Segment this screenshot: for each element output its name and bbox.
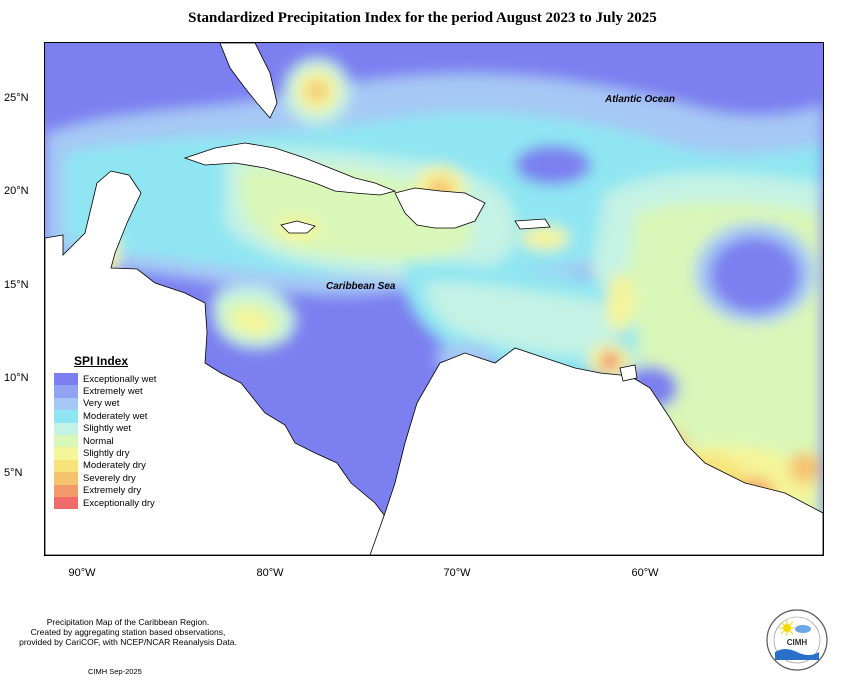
- legend-item: Moderately wet: [54, 410, 156, 423]
- legend-item: Slightly wet: [54, 422, 156, 435]
- legend-label: Severely dry: [83, 472, 136, 484]
- legend-swatch: [54, 373, 78, 386]
- lat-label-5n: 5°N: [4, 467, 23, 479]
- legend-item: Exceptionally dry: [54, 496, 156, 510]
- legend-label: Normal: [83, 435, 114, 447]
- legend-item: Exceptionally wet: [54, 373, 157, 386]
- legend-swatch: [54, 422, 78, 435]
- cimh-logo: CIMH: [765, 608, 829, 672]
- legend-item: Severely dry: [54, 472, 156, 485]
- legend-swatch: [54, 484, 78, 497]
- lat-label-25n: 25°N: [4, 92, 29, 104]
- lon-label-70w: 70°W: [443, 567, 471, 579]
- legend-item: Moderately dry: [54, 459, 156, 473]
- spi-map: [44, 42, 824, 556]
- legend-item: Normal: [54, 434, 156, 448]
- legend-swatch: [54, 397, 78, 411]
- legend-swatch: [54, 410, 78, 423]
- lon-label-60w: 60°W: [631, 567, 659, 579]
- lon-label-80w: 80°W: [256, 567, 284, 579]
- lat-label-15n: 15°N: [4, 279, 29, 291]
- legend-swatch: [54, 434, 78, 448]
- legend-item: Extremely wet: [54, 385, 156, 398]
- legend-label: Exceptionally wet: [83, 373, 157, 385]
- lat-label-10n: 10°N: [4, 372, 29, 384]
- legend-swatch: [54, 496, 78, 510]
- legend-label: Slightly wet: [83, 423, 132, 435]
- lat-label-20n: 20°N: [4, 185, 29, 197]
- footer-line-2: Created by aggregating station based obs…: [30, 627, 226, 637]
- legend-title: SPI Index: [74, 354, 129, 368]
- legend-swatch: [54, 385, 78, 398]
- footer-note: Precipitation Map of the Caribbean Regio…: [8, 617, 248, 647]
- footer-line-1: Precipitation Map of the Caribbean Regio…: [46, 617, 210, 627]
- legend-label: Exceptionally dry: [83, 497, 155, 509]
- legend-item: Very wet: [54, 397, 156, 411]
- caribbean-sea-label: Caribbean Sea: [326, 281, 396, 292]
- land-masses: [45, 43, 823, 555]
- atlantic-ocean-label: Atlantic Ocean: [605, 94, 676, 105]
- footer-credit: CIMH Sep-2025: [88, 667, 142, 676]
- cimh-logo-icon: CIMH: [766, 609, 828, 671]
- legend: SPI Index Exceptionally wet Extremely wet…: [54, 354, 157, 510]
- legend-label: Very wet: [83, 398, 120, 410]
- legend-label: Moderately dry: [83, 460, 146, 472]
- footer-line-3: provided by CariCOF, with NCEP/NCAR Rean…: [19, 637, 237, 647]
- legend-item: Slightly dry: [54, 447, 156, 460]
- legend-label: Slightly dry: [83, 448, 130, 460]
- legend-item: Extremely dry: [54, 484, 156, 497]
- lon-label-90w: 90°W: [68, 567, 96, 579]
- legend-label: Extremely wet: [83, 386, 143, 398]
- legend-swatch: [54, 459, 78, 473]
- map-title: Standardized Precipitation Index for the…: [188, 10, 657, 26]
- legend-label: Moderately wet: [83, 410, 148, 422]
- legend-swatch: [54, 447, 78, 460]
- legend-label: Extremely dry: [83, 485, 142, 497]
- logo-text: CIMH: [787, 638, 808, 647]
- legend-swatch: [54, 472, 78, 485]
- spi-field: [45, 43, 823, 555]
